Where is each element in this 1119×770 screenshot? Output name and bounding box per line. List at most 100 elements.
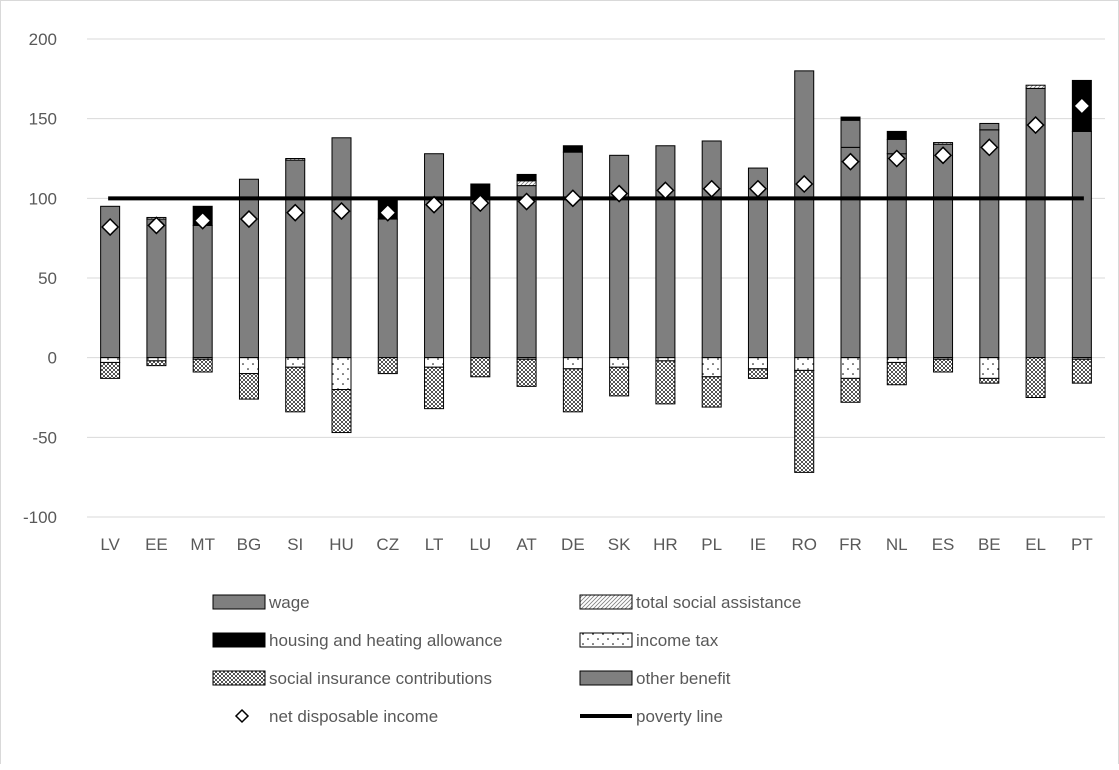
legend: wage total social assistance housing and h… — [212, 593, 801, 726]
x-tick-label-be: BE — [978, 535, 1001, 554]
bar-wage-nl — [886, 153, 907, 359]
legend-swatch — [579, 670, 633, 686]
bar-social_insurance-es — [933, 358, 954, 373]
bar-social_insurance-be — [979, 377, 1000, 384]
bar-social_insurance-at — [516, 358, 537, 387]
net-income-marker-bg — [239, 209, 259, 229]
x-tick-label-bg: BG — [237, 535, 262, 554]
legend-label: social insurance contributions — [269, 669, 492, 688]
bar-wage-fr — [840, 146, 861, 359]
legend-label: total social assistance — [636, 593, 801, 612]
bar-income_tax-ro — [794, 357, 815, 371]
net-income-marker-ee — [147, 216, 166, 235]
x-tick-label-pt: PT — [1071, 535, 1093, 554]
legend-swatch — [579, 632, 633, 648]
bar-social_insurance-si — [285, 366, 306, 413]
bar-social_insurance-de — [562, 368, 583, 413]
bar-housing-fr — [840, 116, 861, 121]
bar-social_insurance-ee — [146, 360, 167, 367]
x-tick-label-fr: FR — [839, 535, 862, 554]
bar-income_tax-bg — [238, 357, 259, 375]
x-tick-label-sk: SK — [608, 535, 631, 554]
bar-wage-mt — [192, 224, 213, 359]
bar-wage-de — [562, 151, 583, 359]
legend-item-net-income: net disposable income — [234, 707, 438, 726]
y-tick-label: 50 — [38, 269, 57, 288]
legend-item-income-tax: income tax — [579, 631, 719, 650]
x-tick-label-lv: LV — [100, 535, 120, 554]
bar-social_assistance-si — [285, 158, 306, 161]
legend-item-poverty-line: poverty line — [580, 707, 723, 726]
bar-income_tax-fr — [840, 357, 861, 379]
bar-other_benefit-be — [979, 122, 1000, 131]
legend-swatch — [234, 708, 250, 724]
net-income-marker-pl — [702, 179, 721, 198]
bar-social_insurance-lt — [424, 366, 445, 410]
x-tick-label-nl: NL — [886, 535, 908, 554]
legend-label: housing and heating allowance — [269, 631, 502, 650]
net-income-marker-de — [563, 189, 582, 208]
net-income-marker-sk — [610, 184, 629, 203]
bar-social_insurance-cz — [377, 357, 398, 375]
x-tick-label-ee: EE — [145, 535, 168, 554]
x-tick-label-hr: HR — [653, 535, 678, 554]
net-income-marker-es — [933, 146, 953, 165]
bar-income_tax-de — [562, 357, 583, 370]
net-income-marker-be — [980, 138, 999, 157]
bar-housing-nl — [886, 130, 907, 140]
bar-wage-pt — [1071, 130, 1092, 359]
legend-item-social-insurance: social insurance contributions — [212, 669, 492, 688]
net-income-marker-el — [1026, 115, 1045, 135]
y-tick-label: 200 — [29, 30, 57, 49]
legend-swatch — [212, 594, 266, 610]
bar-social_insurance-hr — [655, 360, 676, 405]
bar-social_insurance-pl — [701, 376, 722, 408]
bar-income_tax-si — [285, 357, 306, 368]
y-tick-labels: -100 -50 0 50 100 150 200 — [23, 30, 57, 527]
bar-social_insurance-ro — [794, 369, 815, 473]
bar-social_insurance-fr — [840, 377, 861, 403]
bar-income_tax-lv — [100, 357, 121, 363]
bar-wage-hr — [655, 145, 676, 359]
bar-social_insurance-nl — [886, 361, 907, 386]
legend-swatch — [212, 632, 266, 648]
marker-layer — [101, 96, 1091, 237]
x-tick-label-at: AT — [516, 535, 536, 554]
legend-swatch — [579, 594, 633, 610]
legend-item-housing: housing and heating allowance — [212, 631, 502, 650]
bar-wage-es — [933, 143, 954, 359]
bar-income_tax-nl — [886, 357, 907, 363]
bar-wage-cz — [377, 218, 398, 359]
bar-wage-hu — [331, 137, 352, 359]
legend-swatch — [212, 670, 266, 686]
x-tick-labels: LV EE MT BG SI HU CZ LT LU AT DE SK HR PL IE RO FR NL ES BE… — [100, 535, 1092, 554]
legend-label: poverty line — [636, 707, 723, 726]
net-income-marker-mt — [193, 211, 212, 230]
bar-social_insurance-mt — [192, 358, 213, 373]
x-tick-label-si: SI — [287, 535, 303, 554]
bar-income_tax-sk — [609, 357, 630, 368]
bar-social_insurance-lv — [100, 361, 121, 379]
x-tick-label-ro: RO — [791, 535, 817, 554]
y-tick-label: 0 — [48, 349, 57, 368]
bar-social_insurance-lu — [470, 357, 491, 378]
legend-label: income tax — [636, 631, 719, 650]
x-tick-label-de: DE — [561, 535, 585, 554]
x-tick-label-mt: MT — [190, 535, 215, 554]
bar-income_tax-ie — [747, 357, 768, 370]
x-tick-label-cz: CZ — [376, 535, 399, 554]
y-tick-label: -50 — [32, 428, 57, 447]
net-income-marker-ie — [748, 179, 768, 198]
x-tick-label-lt: LT — [425, 535, 444, 554]
bar-wage-at — [516, 185, 537, 359]
bar-social_insurance-hu — [331, 389, 352, 434]
bar-layer — [100, 70, 1092, 473]
net-income-marker-lt — [424, 195, 444, 214]
bar-wage-ee — [146, 218, 167, 359]
net-income-marker-cz — [378, 203, 397, 222]
bar-wage-pl — [701, 140, 722, 359]
bar-wage-bg — [238, 178, 259, 359]
y-tick-label: 150 — [29, 110, 57, 129]
